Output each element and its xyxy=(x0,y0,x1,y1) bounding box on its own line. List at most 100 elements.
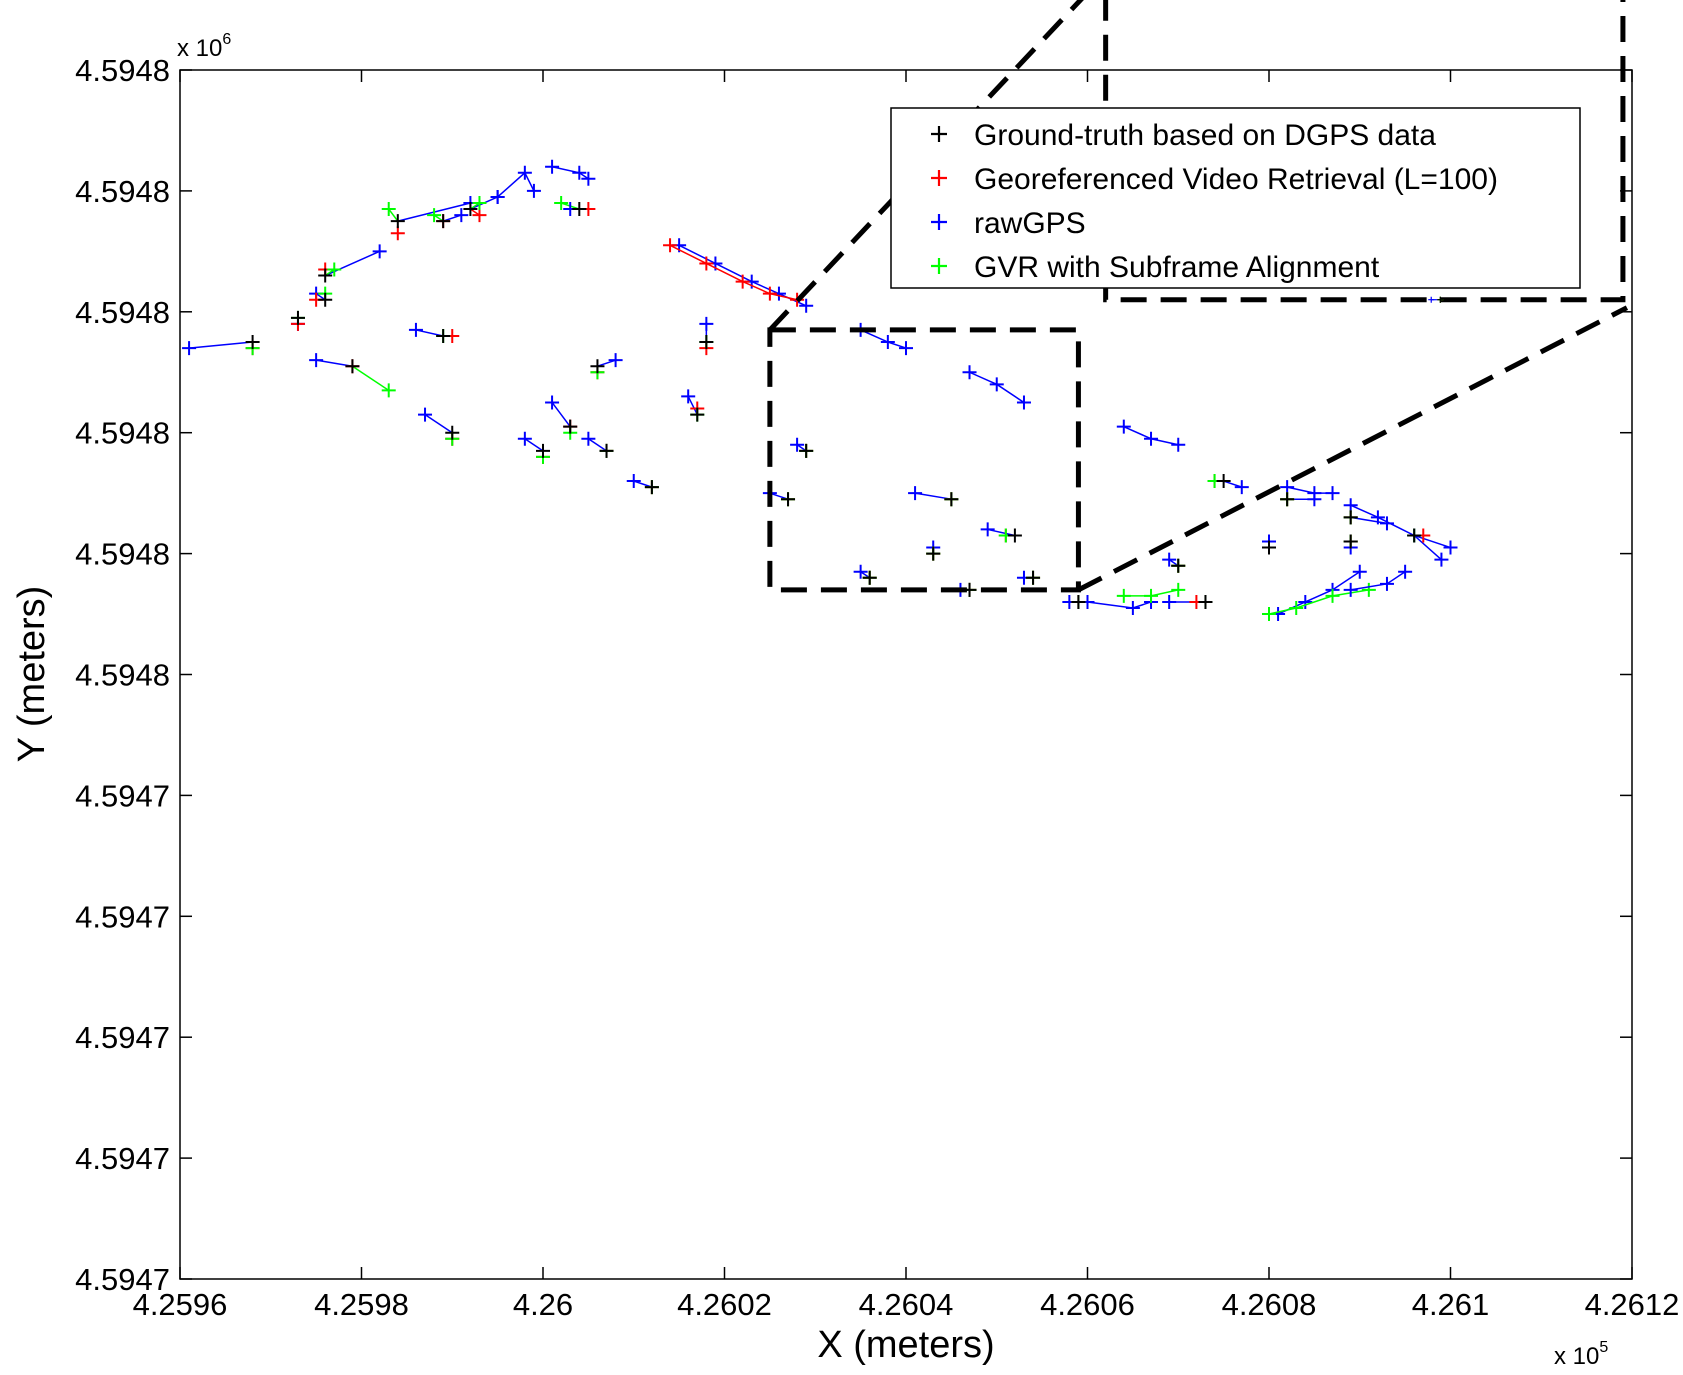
ground-truth-point xyxy=(436,328,451,343)
rawgps-point xyxy=(908,486,923,501)
ground-truth-point xyxy=(572,202,587,217)
rawgps-point xyxy=(517,431,532,446)
y-axis-multiplier: x 106 xyxy=(177,31,231,62)
y-tick-label: 4.5947 xyxy=(75,1141,170,1176)
y-tick-label: 4.5948 xyxy=(75,658,170,693)
rawgps-error-segment xyxy=(424,413,453,434)
ground-truth-point xyxy=(1216,474,1231,489)
ground-truth-point xyxy=(1407,528,1422,543)
gvr-subframe-point xyxy=(427,208,442,223)
ground-truth-point xyxy=(445,425,460,440)
ground-truth-point xyxy=(862,570,877,585)
rawgps-point xyxy=(699,316,714,331)
rawgps-error-segment xyxy=(415,329,444,337)
x-tick-label: 4.2606 xyxy=(1040,1287,1135,1322)
ground-truth-point xyxy=(1071,594,1086,609)
rawgps-point xyxy=(1280,480,1295,495)
rawgps-point xyxy=(1016,395,1031,410)
y-tick-label: 4.5947 xyxy=(75,1020,170,1055)
rawgps-point xyxy=(372,244,387,259)
rawgps-point xyxy=(1434,552,1449,567)
x-tick-label: 4.2602 xyxy=(677,1287,772,1322)
ground-truth-point xyxy=(644,480,659,495)
y-tick-label: 4.5947 xyxy=(75,778,170,813)
y-tick-label: 4.5948 xyxy=(75,416,170,451)
ground-truth-point xyxy=(799,443,814,458)
x-tick-label: 4.2596 xyxy=(133,1287,228,1322)
ground-truth-point xyxy=(290,310,305,325)
gvr-subframe-point xyxy=(1171,582,1186,597)
gvr-point xyxy=(663,238,678,253)
ground-truth-point xyxy=(590,359,605,374)
legend-entry-label: rawGPS xyxy=(974,207,1086,240)
rawgps-error-segment xyxy=(189,341,253,349)
rawgps-point xyxy=(408,322,423,337)
rawgps-point xyxy=(1379,576,1394,591)
rawgps-point xyxy=(681,389,696,404)
rawgps-point xyxy=(1352,564,1367,579)
gvr-error-segment xyxy=(469,208,480,216)
ground-truth-point xyxy=(944,492,959,507)
y-axis-label: Y (meters) xyxy=(11,586,53,763)
rawgps-error-segment xyxy=(524,438,544,452)
rawgps-error-segment xyxy=(914,492,952,500)
rawgps-point xyxy=(853,564,868,579)
rawgps-point xyxy=(545,159,560,174)
rawgps-point xyxy=(1443,540,1458,555)
rawgps-error-segment xyxy=(1413,534,1451,549)
ground-truth-point xyxy=(1262,540,1276,555)
rawgps-point xyxy=(962,365,977,380)
ground-truth-point xyxy=(1280,492,1295,507)
rawgps-point xyxy=(1116,419,1131,434)
rawgps-point xyxy=(1234,480,1249,495)
rawgps-point xyxy=(1398,564,1413,579)
rawgps-point xyxy=(626,474,641,489)
y-tick-label: 4.5948 xyxy=(75,537,170,572)
rawgps-error-segment xyxy=(597,359,616,367)
gvr-subframe-error-segment xyxy=(433,214,444,222)
rawgps-point xyxy=(1171,437,1186,452)
inset-rawgps-point xyxy=(1428,296,1435,303)
gvr-subframe-point xyxy=(381,383,396,398)
rawgps-error-segment xyxy=(687,396,698,415)
x-tick-label: 4.2612 xyxy=(1585,1287,1680,1322)
gvr-subframe-point xyxy=(1116,588,1131,603)
zoom-source-box xyxy=(767,327,1081,593)
rawgps-error-segment xyxy=(633,480,653,488)
rawgps-error-segment xyxy=(315,293,326,301)
rawgps-point xyxy=(490,189,505,204)
rawgps-point xyxy=(1343,498,1358,513)
gvr-subframe-error-segment xyxy=(324,268,335,277)
ground-truth-point xyxy=(245,335,260,350)
legend-entry-label: Georeferenced Video Retrieval (L=100) xyxy=(974,163,1498,196)
rawgps-error-segment xyxy=(551,402,571,428)
rawgps-error-segment xyxy=(587,438,607,452)
rawgps-point xyxy=(790,437,805,452)
gvr-point xyxy=(762,286,777,301)
y-axis-ticks: 4.5947 4.5947 4.5947 4.5947 4.5947 4.5948 4.59… xyxy=(75,53,1632,1297)
ground-truth-point xyxy=(1343,534,1358,549)
x-tick-label: 4.26 xyxy=(513,1287,573,1322)
gvr-subframe-point xyxy=(1144,588,1159,603)
y-tick-label: 4.5948 xyxy=(75,295,170,330)
legend-marker xyxy=(931,170,947,186)
x-axis-label: X (meters) xyxy=(817,1324,994,1366)
gvr-subframe-point xyxy=(1262,607,1276,622)
zoom-connector-line xyxy=(1077,305,1629,593)
rawgps-point xyxy=(581,171,596,186)
rawgps-point xyxy=(899,341,913,356)
rawgps-point xyxy=(517,165,532,180)
legend-entry-label: Ground-truth based on DGPS data xyxy=(974,119,1436,152)
plot-area xyxy=(182,159,1458,622)
rawgps-point xyxy=(1307,492,1322,507)
rawgps-error-segment xyxy=(796,444,807,452)
rawgps-point xyxy=(545,395,560,410)
rawgps-point xyxy=(182,341,197,356)
gvr-subframe-point xyxy=(1289,601,1304,616)
rawgps-point xyxy=(1325,486,1340,501)
ground-truth-point xyxy=(563,419,578,434)
ground-truth-point xyxy=(1198,594,1213,609)
legend-marker xyxy=(931,258,947,274)
rawgps-point xyxy=(799,298,814,313)
